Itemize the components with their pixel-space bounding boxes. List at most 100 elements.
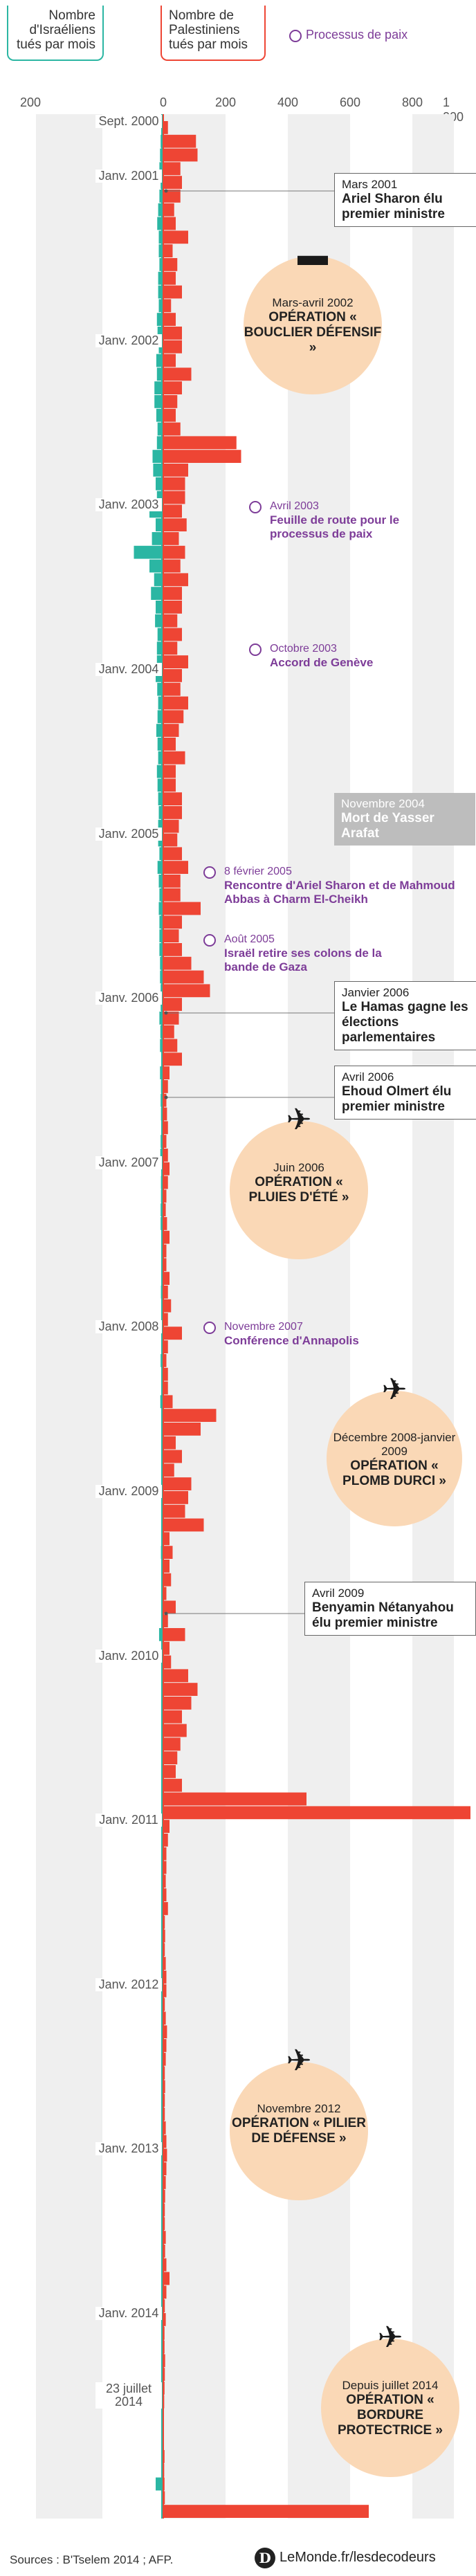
palestinian-bar <box>163 395 178 408</box>
event-operation-plomb-durci: ✈ Décembre 2008-janvier 2009 OPÉRATION « … <box>327 1373 462 1526</box>
israeli-bar <box>134 545 162 559</box>
palestinian-bar <box>163 1806 470 1820</box>
israeli-bar <box>159 258 162 271</box>
logo-link[interactable]: LeMonde.fr/lesdecodeurs <box>280 2550 436 2565</box>
palestinian-bar <box>163 998 182 1011</box>
event-mort-arafat: Novembre 2004 Mort de Yasser Arafat <box>334 793 475 846</box>
israeli-bar <box>152 450 162 463</box>
palestinian-bar <box>163 217 176 230</box>
palestinian-bar <box>163 2094 165 2107</box>
israeli-bar <box>157 738 162 751</box>
palestinian-bar <box>163 1984 167 1998</box>
palestinian-bar <box>163 2162 167 2175</box>
palestinian-bar <box>163 1149 168 1162</box>
peace-legend-label: Processus de paix <box>306 28 408 42</box>
palestinian-bar <box>163 1697 192 1710</box>
israeli-bar <box>155 614 162 628</box>
israeli-bar <box>158 203 162 217</box>
israeli-bar <box>149 559 162 573</box>
y-axis-label: Sept. 2000 <box>95 114 162 128</box>
palestinian-bar <box>163 778 176 792</box>
palestinian-bar <box>163 1491 188 1504</box>
event-connector-dot-2 <box>164 1095 168 1099</box>
palestinian-bar <box>163 601 182 614</box>
israeli-bar <box>156 408 162 422</box>
israeli-bar <box>156 367 162 381</box>
palestinian-bar <box>163 1039 178 1052</box>
palestinian-bar <box>163 1600 176 1614</box>
y-axis-label: Janv. 2008 <box>95 1320 162 1334</box>
palestinian-bar <box>163 464 188 477</box>
source-note: Sources : B'Tselem 2014 ; AFP. <box>10 2553 174 2566</box>
palestinian-bar <box>163 1915 165 1929</box>
israeli-bar <box>158 751 162 765</box>
palestinian-bar <box>163 1957 166 1970</box>
palestinian-bar <box>163 1820 170 1833</box>
palestinian-bar <box>163 1012 179 1025</box>
event-connector-dot-3 <box>164 1611 168 1616</box>
palestinian-bar <box>163 1052 182 1066</box>
y-axis-label: Janv. 2007 <box>95 1155 162 1169</box>
y-axis-label: Janv. 2014 <box>95 2306 162 2320</box>
palestinian-bar <box>163 655 188 668</box>
palestinian-bar <box>163 2272 170 2285</box>
palestinian-bar <box>163 614 178 628</box>
israeli-bar <box>156 601 162 614</box>
palestinian-bar <box>163 2505 369 2518</box>
palestinian-bar <box>163 121 168 134</box>
palestinian-bar <box>163 1971 167 1984</box>
palestinian-bar <box>163 354 176 367</box>
palestinian-bar <box>163 2148 167 2162</box>
israeli-bar <box>154 381 162 394</box>
palestinian-bar <box>163 1834 168 1847</box>
palestinian-bar <box>163 162 181 176</box>
palestinian-bar <box>163 1244 167 1258</box>
palestinian-bar <box>163 367 192 381</box>
palestinian-bar <box>163 2368 165 2381</box>
circle-icon <box>203 1322 216 1334</box>
palestinian-bar <box>163 1450 182 1463</box>
palestinian-bar <box>163 929 179 942</box>
israeli-bar <box>157 710 162 724</box>
palestinian-bar <box>163 806 182 819</box>
circle-icon <box>203 866 216 879</box>
palestinian-bar <box>163 1573 172 1587</box>
palestinian-bar <box>163 587 182 600</box>
israeli-bar <box>157 217 162 230</box>
palestinian-bar <box>163 450 241 463</box>
lemonde-logo[interactable]: D LeMonde.fr/lesdecodeurs <box>255 2548 436 2568</box>
palestinian-bar <box>163 1737 181 1751</box>
palestinian-bar <box>163 1203 166 1216</box>
palestinian-bar <box>163 1107 167 1121</box>
jet-tank-icon: ✈ <box>286 2044 312 2078</box>
israeli-bar <box>158 806 162 819</box>
y-axis-label: Janv. 2010 <box>95 1649 162 1663</box>
palestinian-bar <box>163 1395 173 1409</box>
tick-right-800: 800 <box>401 95 423 109</box>
palestinian-bar <box>163 2066 165 2080</box>
palestinian-bar <box>163 1546 173 1559</box>
israeli-bar <box>159 162 162 176</box>
palestinian-bar <box>163 176 182 189</box>
tick-right-600: 600 <box>339 95 361 109</box>
palestinian-bar <box>163 2491 165 2505</box>
palestinian-bar <box>163 1477 192 1490</box>
palestinian-bar <box>163 1724 187 1737</box>
palestinian-bar <box>163 970 204 984</box>
palestinian-bar <box>163 258 178 271</box>
israeli-bar <box>158 230 162 244</box>
palestinian-bar <box>163 2258 167 2272</box>
israeli-bar <box>156 724 162 737</box>
palestinian-bar <box>163 641 178 655</box>
israeli-bar <box>154 395 162 408</box>
jet-tank-icon: ✈ <box>381 1373 408 1407</box>
israeli-bar <box>157 861 162 874</box>
palestinian-bar <box>163 1367 168 1381</box>
band-left <box>36 114 102 2519</box>
palestinian-bar <box>163 1587 167 1600</box>
israeli-bar <box>160 1395 162 1409</box>
palestinian-bar <box>163 1258 167 1272</box>
israeli-bar <box>157 327 162 340</box>
palestinian-bar <box>163 518 187 531</box>
